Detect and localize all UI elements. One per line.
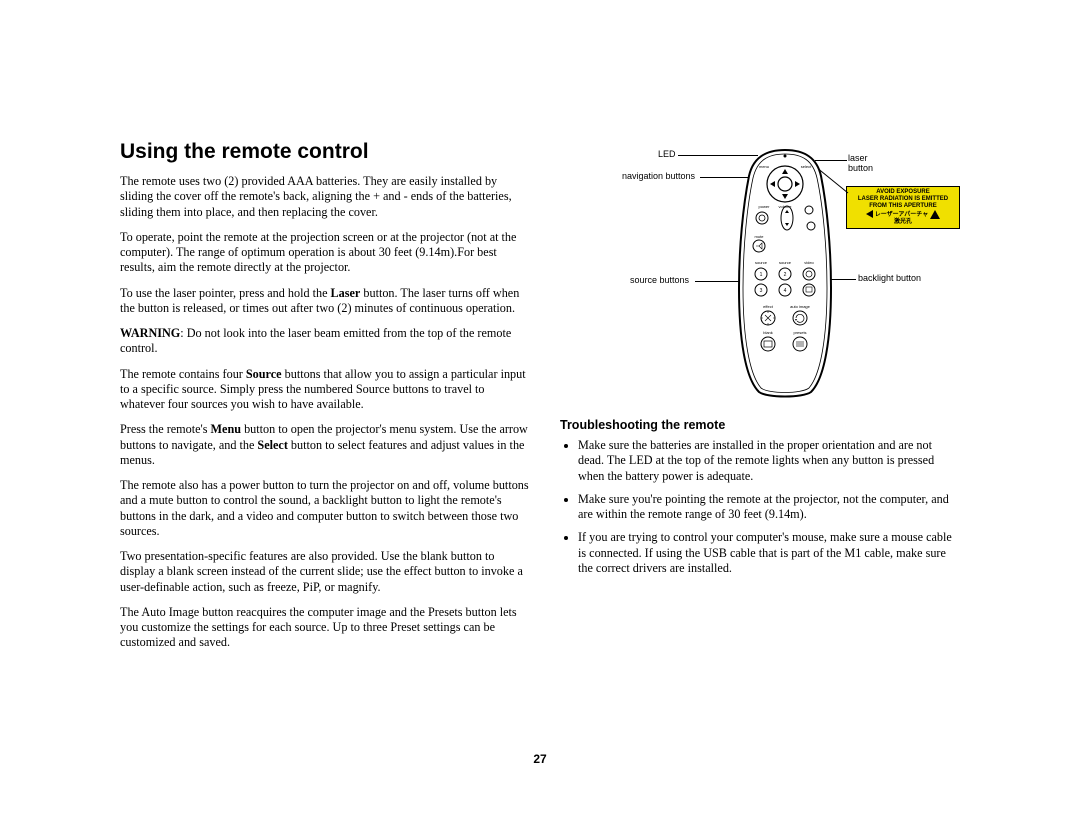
svg-text:power: power (759, 204, 771, 209)
para-4: WARNING: Do not look into the laser beam… (120, 326, 530, 357)
troubleshoot-list: Make sure the batteries are installed in… (560, 438, 960, 576)
remote-illustration: menu select power volume (735, 148, 835, 398)
list-item: Make sure you're pointing the remote at … (578, 492, 960, 523)
label-backlight: backlight button (858, 274, 921, 284)
svg-text:select: select (801, 164, 812, 169)
svg-text:presets: presets (793, 330, 806, 335)
svg-text:auto image: auto image (790, 304, 811, 309)
list-item: If you are trying to control your comput… (578, 530, 960, 576)
subheading: Troubleshooting the remote (560, 418, 960, 432)
svg-text:1: 1 (760, 272, 763, 278)
list-item: Make sure the batteries are installed in… (578, 438, 960, 484)
svg-text:source: source (779, 260, 792, 265)
svg-text:4: 4 (784, 288, 787, 294)
svg-text:blank: blank (763, 330, 773, 335)
svg-text:menu: menu (759, 164, 769, 169)
svg-text:source: source (755, 260, 768, 265)
svg-text:2: 2 (784, 272, 787, 278)
svg-text:3: 3 (760, 288, 763, 294)
para-9: The Auto Image button reacquires the com… (120, 605, 530, 651)
para-8: Two presentation-specific features are a… (120, 549, 530, 595)
label-source: source buttons (630, 276, 689, 286)
svg-text:video: video (804, 260, 814, 265)
para-6: Press the remote's Menu button to open t… (120, 422, 530, 468)
para-1: The remote uses two (2) provided AAA bat… (120, 174, 530, 220)
laser-warning-label: AVOID EXPOSURE LASER RADIATION IS EMITTE… (846, 186, 960, 229)
para-2: To operate, point the remote at the proj… (120, 230, 530, 276)
para-3: To use the laser pointer, press and hold… (120, 286, 530, 317)
para-7: The remote also has a power button to tu… (120, 478, 530, 539)
svg-text:mute: mute (755, 234, 765, 239)
label-led: LED (658, 150, 676, 160)
label-nav: navigation buttons (622, 172, 695, 182)
para-5: The remote contains four Source buttons … (120, 367, 530, 413)
page-title: Using the remote control (120, 140, 530, 164)
svg-text:effect: effect (763, 304, 774, 309)
page-number: 27 (0, 752, 1080, 766)
remote-diagram: LED navigation buttons source buttons la… (640, 148, 980, 408)
